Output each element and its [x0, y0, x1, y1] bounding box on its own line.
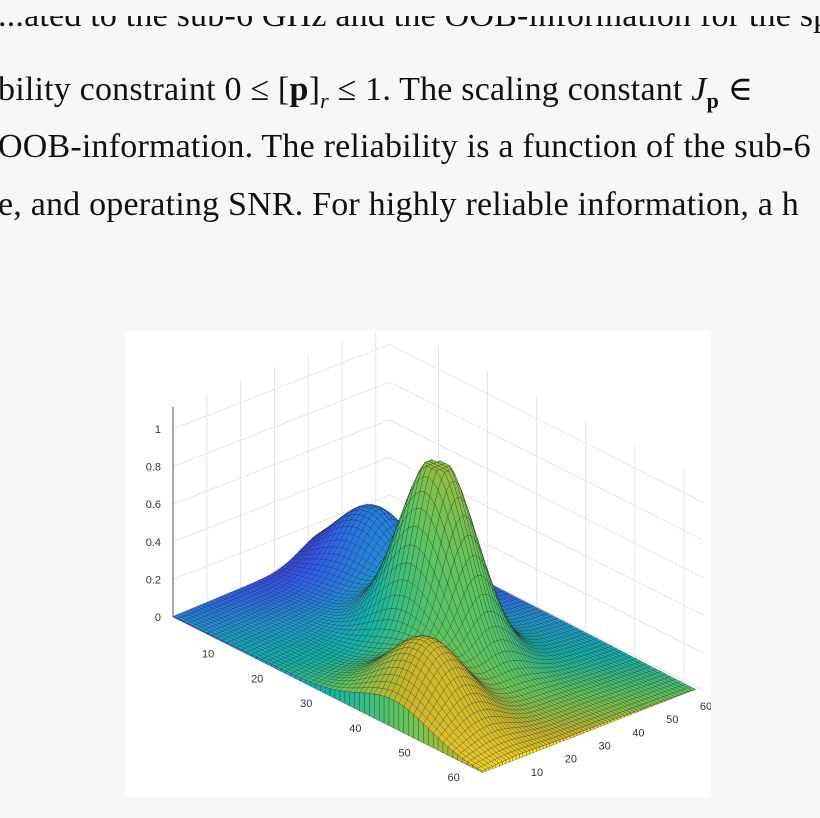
skirt-cell: [329, 688, 336, 699]
grid-line-z: [172, 494, 704, 654]
z-tick-label: 1: [155, 424, 161, 436]
x-tick-label: 50: [398, 748, 410, 760]
paper-text-line-0: ...ated to the sub-6 GHz and the OOB-inf…: [0, 16, 820, 34]
grid-line-z: [172, 419, 704, 579]
skirt-cell: [379, 694, 385, 724]
skirt-cell: [393, 700, 400, 731]
surface-plot: 0 0.2 0.4 0.6 0.8 1 10 20 30 40 50 60 10 20 30 40 50 60: [146, 331, 711, 784]
skirt-cell: [344, 691, 350, 707]
skirt-cell: [339, 690, 346, 704]
y-tick-label: 40: [632, 727, 644, 739]
surface-front-skirt: [172, 616, 696, 773]
x-tick-label: 30: [300, 698, 312, 710]
axis-grid: [172, 331, 704, 691]
skirt-cell: [403, 706, 409, 736]
grid-line-z: [172, 456, 704, 616]
surface-figure: 0 0.2 0.4 0.6 0.8 1 10 20 30 40 50 60 10 20 30 40 50 60: [125, 331, 711, 797]
y-tick-label: 20: [565, 754, 577, 766]
x-tick-label: 10: [202, 649, 214, 661]
skirt-cell: [325, 687, 331, 697]
y-tick-label: 50: [666, 714, 678, 726]
skirt-cell: [408, 710, 414, 739]
z-tick-label: 0: [155, 612, 161, 624]
skirt-cell: [349, 691, 355, 709]
skirt-cell: [383, 696, 390, 726]
skirt-cell: [364, 692, 370, 717]
skirt-cell: [388, 697, 395, 729]
x-tick-label: 40: [349, 723, 361, 735]
skirt-cell: [334, 689, 341, 702]
grid-line-z: [172, 381, 704, 541]
paper-text-line-3: e, and operating SNR. For highly reliabl…: [0, 186, 799, 223]
paper-text-top-cut: ...ated to the sub-6 GHz and the OOB-inf…: [0, 16, 820, 38]
paper-text-line-2: OOB-information. The reliability is a fu…: [0, 128, 811, 165]
z-tick-label: 0.8: [146, 462, 161, 474]
y-tick-label: 30: [599, 740, 611, 752]
skirt-cell: [398, 702, 404, 734]
paper-text-line-1: bility constraint 0 ≤ [p]r ≤ 1. The scal…: [0, 71, 754, 113]
x-tick-label: 60: [447, 772, 459, 784]
skirt-cell: [354, 692, 360, 712]
skirt-cell: [369, 693, 375, 719]
z-tick-label: 0.4: [146, 537, 161, 549]
skirt-cell: [691, 688, 696, 691]
grid-line-z: [172, 344, 704, 503]
skirt-cell: [359, 692, 365, 714]
y-tick-label: 60: [700, 701, 711, 713]
skirt-cell: [374, 693, 380, 721]
x-tick-label: 20: [251, 673, 263, 685]
z-tick-label: 0.6: [146, 499, 161, 511]
y-tick-label: 10: [531, 767, 543, 779]
surface-mesh: [172, 459, 696, 772]
z-tick-label: 0.2: [146, 574, 161, 586]
skirt-cell: [413, 714, 419, 741]
